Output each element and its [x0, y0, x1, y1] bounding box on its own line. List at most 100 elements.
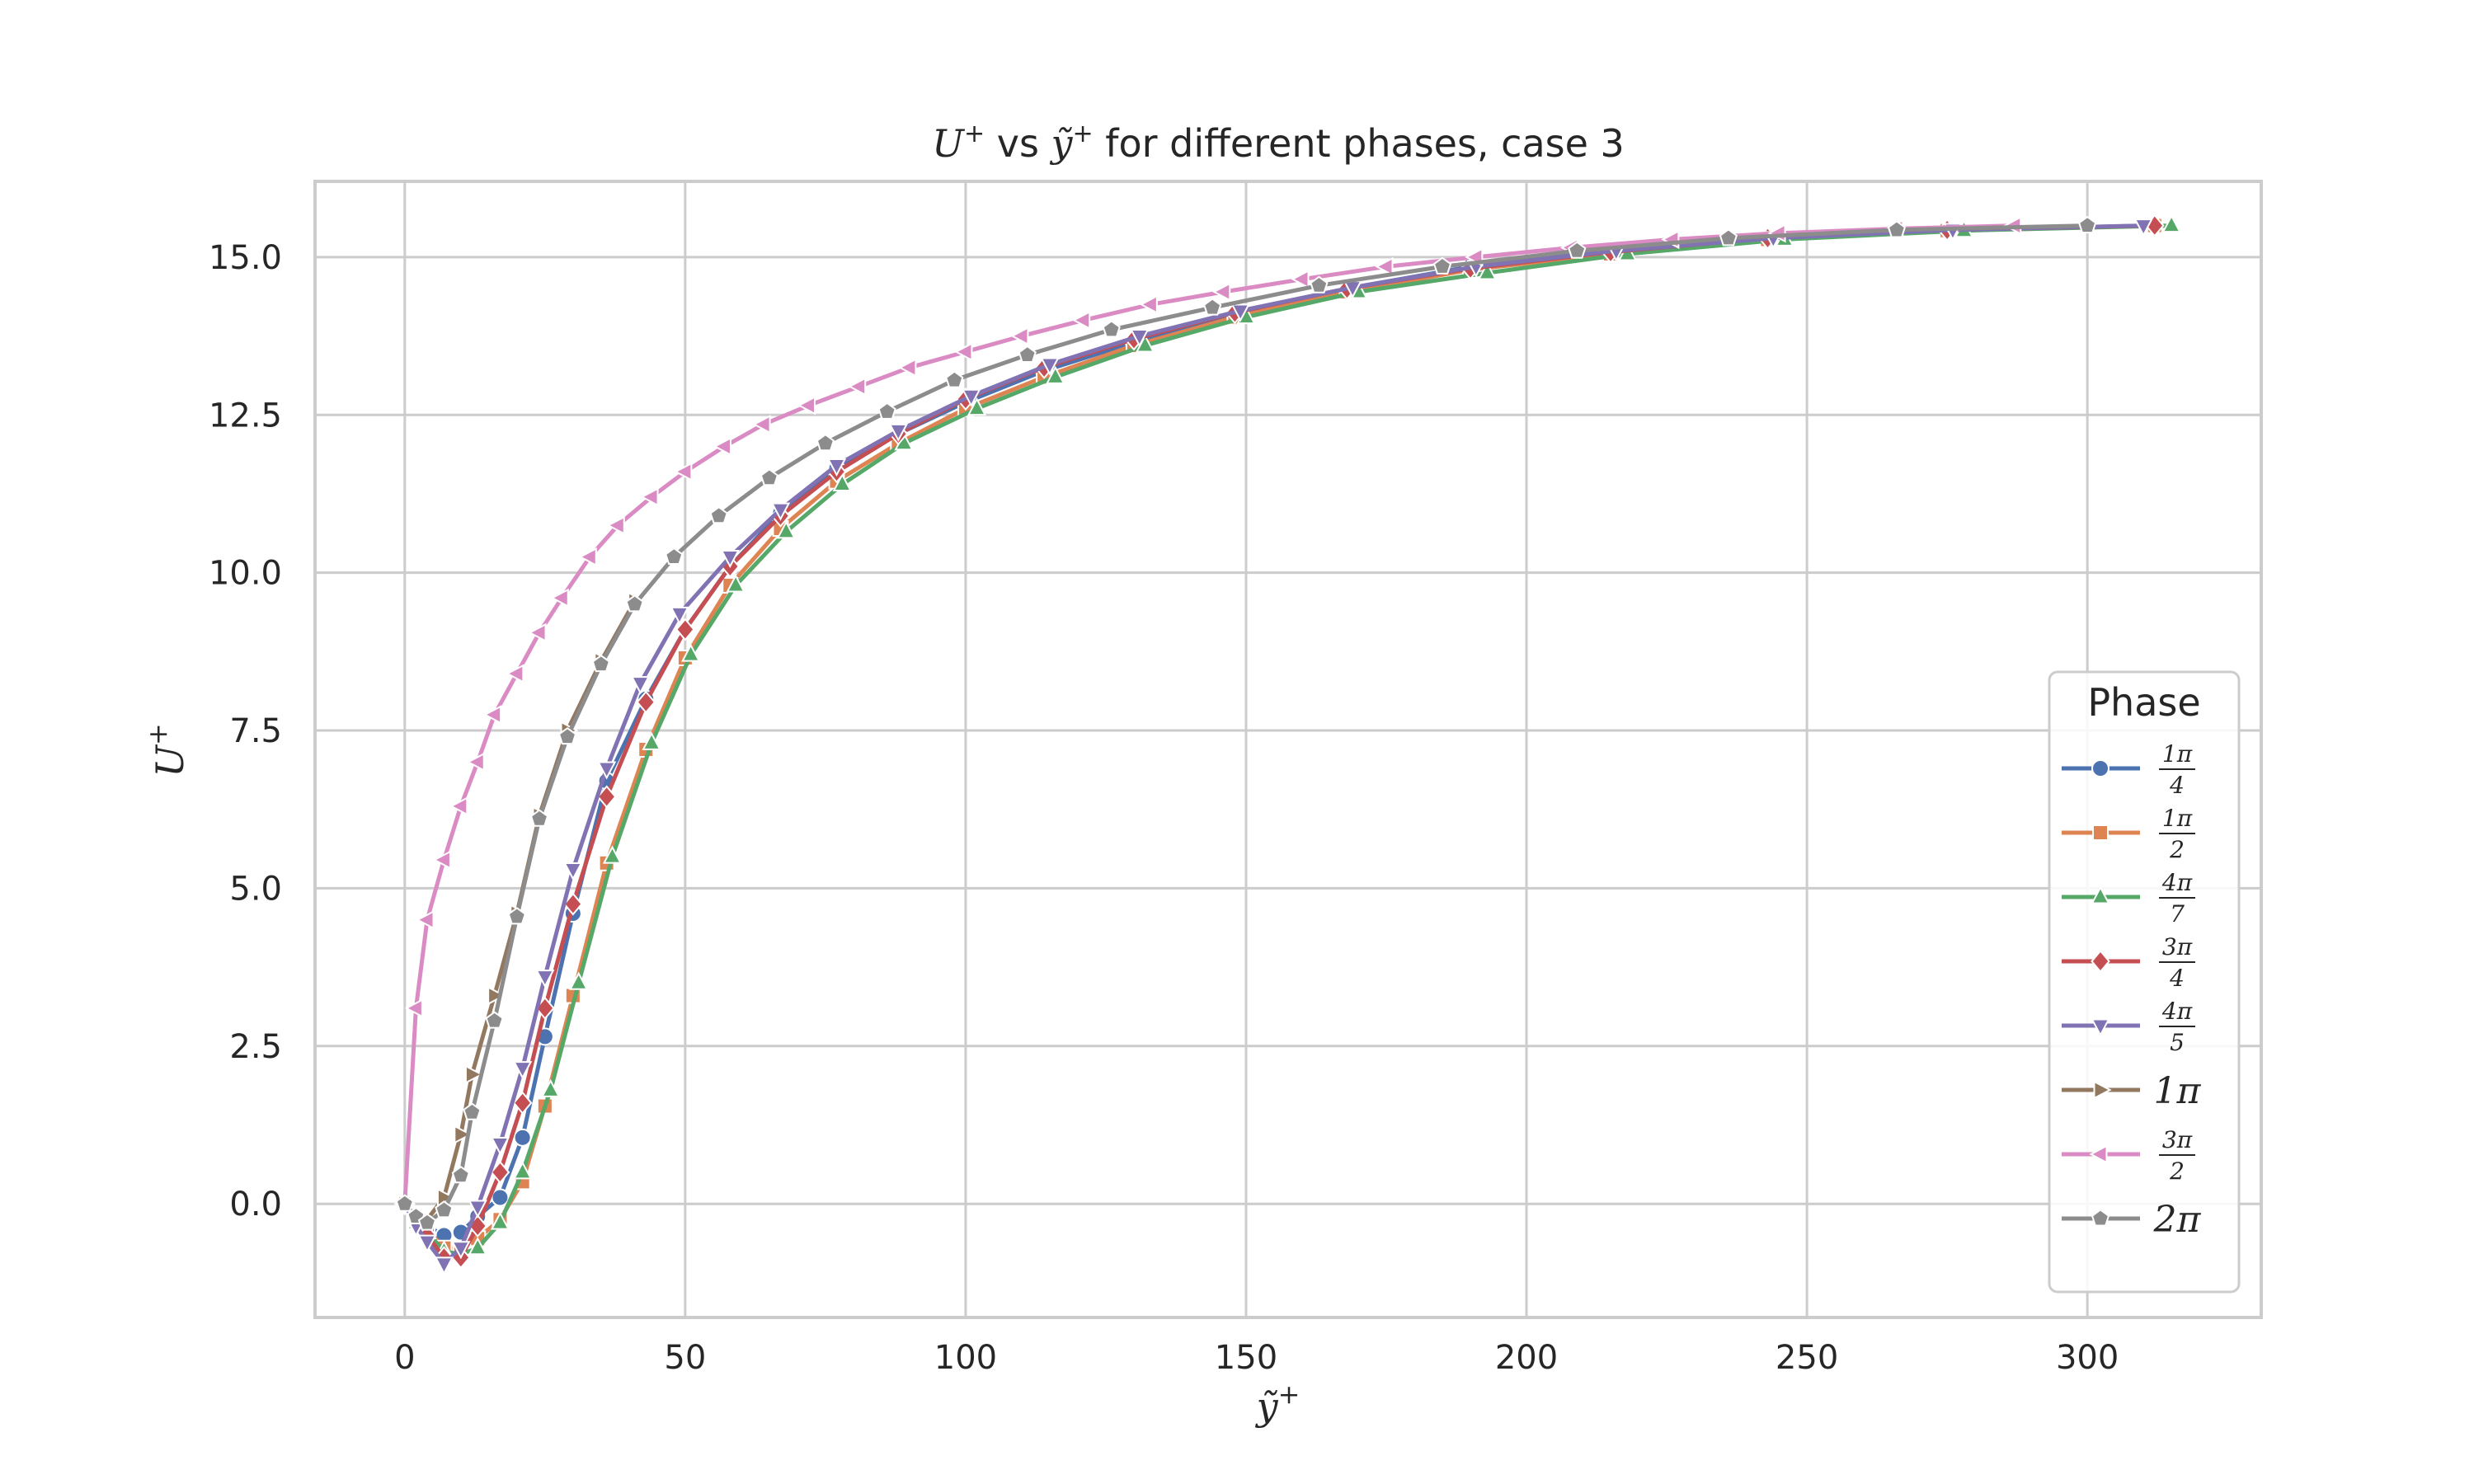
title-y: ỹ	[1050, 121, 1074, 166]
data-point	[568, 971, 589, 990]
data-point	[681, 643, 701, 662]
data-point	[432, 850, 451, 870]
data-point	[1477, 261, 1498, 280]
data-point	[636, 690, 656, 714]
data-point	[512, 1091, 533, 1115]
data-point	[713, 436, 731, 457]
data-point	[1230, 303, 1250, 322]
data-point	[630, 676, 651, 695]
data-point	[760, 468, 779, 486]
legend-marker	[2091, 1209, 2110, 1227]
data-point	[898, 358, 917, 378]
legend-entry: 1π	[2062, 1070, 2202, 1112]
data-point	[1139, 294, 1158, 314]
data-point	[832, 472, 852, 491]
data-point	[752, 415, 771, 434]
y-axis-label-sup: +	[142, 723, 173, 745]
data-point	[404, 998, 423, 1018]
y-tick-label: 0.0	[229, 1186, 282, 1223]
legend-marker	[2091, 949, 2110, 974]
data-point	[578, 547, 597, 567]
data-point	[463, 1102, 482, 1120]
x-tick-label: 50	[664, 1339, 706, 1377]
legend-label-denominator: 2	[2169, 1158, 2185, 1185]
legend-label-denominator: 5	[2170, 1029, 2185, 1056]
data-point	[1010, 326, 1029, 346]
legend-label-numerator: 4π	[2161, 869, 2193, 896]
legend-label-numerator: 3π	[2162, 933, 2193, 960]
legend-entry: 3π2	[2062, 1126, 2195, 1185]
series-3	[395, 214, 2181, 1261]
title-y-sup: +	[1073, 120, 1094, 148]
grid	[315, 181, 2261, 1317]
data-point	[675, 618, 695, 641]
legend-title: Phase	[2087, 680, 2200, 725]
data-point	[776, 520, 796, 539]
legend-marker	[2091, 885, 2110, 904]
data-point	[468, 1200, 487, 1219]
data-point	[1375, 256, 1394, 277]
data-point	[848, 377, 867, 397]
data-point	[1291, 270, 1310, 289]
y-tick-label: 10.0	[209, 555, 282, 593]
data-point	[528, 622, 547, 643]
data-point	[540, 1078, 561, 1097]
data-point	[482, 705, 502, 725]
data-point	[770, 502, 791, 521]
legend-label-denominator: 2	[2169, 836, 2185, 863]
data-point	[1432, 256, 1452, 275]
legend-marker	[2092, 824, 2109, 841]
legend-entry: 3π4	[2062, 933, 2195, 992]
legend-label-numerator: 1π	[2162, 740, 2193, 768]
data-point	[563, 862, 583, 881]
data-point	[416, 910, 435, 930]
data-point	[490, 1160, 510, 1184]
data-point	[485, 1011, 504, 1029]
x-tick-label: 150	[1215, 1339, 1277, 1377]
data-point	[606, 515, 625, 535]
chart-title: U+ vs ỹ+ for different phases, case 3	[932, 120, 1625, 166]
data-point	[506, 664, 524, 683]
y-axis-label-base: U	[148, 744, 192, 777]
data-point	[597, 761, 617, 780]
y-tick-label: 5.0	[229, 870, 282, 908]
legend-entry: 4π5	[2062, 998, 2195, 1056]
data-point	[640, 487, 659, 507]
legend-box	[2048, 670, 2241, 1294]
data-point	[468, 1237, 487, 1256]
data-point	[1040, 357, 1060, 376]
data-point	[1719, 228, 1738, 247]
data-point	[674, 462, 693, 481]
data-point	[596, 785, 617, 809]
legend-label: 1π	[2154, 1070, 2202, 1112]
title-u-sup: +	[964, 120, 985, 148]
data-point	[436, 1187, 456, 1208]
data-point	[670, 606, 689, 626]
legend-label-numerator: 1π	[2162, 805, 2193, 832]
y-axis-label: U+	[142, 723, 192, 777]
data-point	[1102, 320, 1121, 338]
x-tick-label: 250	[1776, 1339, 1838, 1377]
x-axis-label-sup: +	[1278, 1378, 1300, 1410]
data-point	[563, 892, 583, 916]
series-8	[395, 215, 2097, 1231]
data-point	[451, 1166, 470, 1184]
plot-frame	[313, 180, 2263, 1319]
data-point	[826, 458, 847, 477]
data-point	[2161, 214, 2181, 233]
legend-marker	[2091, 1018, 2110, 1037]
data-point	[720, 550, 740, 569]
legend-entry: 2π	[2062, 1199, 2202, 1241]
data-point	[535, 970, 555, 989]
data-point	[417, 1234, 437, 1253]
data-point	[709, 506, 728, 524]
legend-label-denominator: 4	[2169, 772, 2185, 799]
legend-label-denominator: 7	[2170, 900, 2185, 928]
data-point	[487, 985, 506, 1006]
title-suffix: for different phases, case 3	[1094, 121, 1625, 166]
data-point	[642, 731, 661, 750]
data-point	[490, 1211, 510, 1230]
y-tick-label: 2.5	[229, 1028, 282, 1066]
